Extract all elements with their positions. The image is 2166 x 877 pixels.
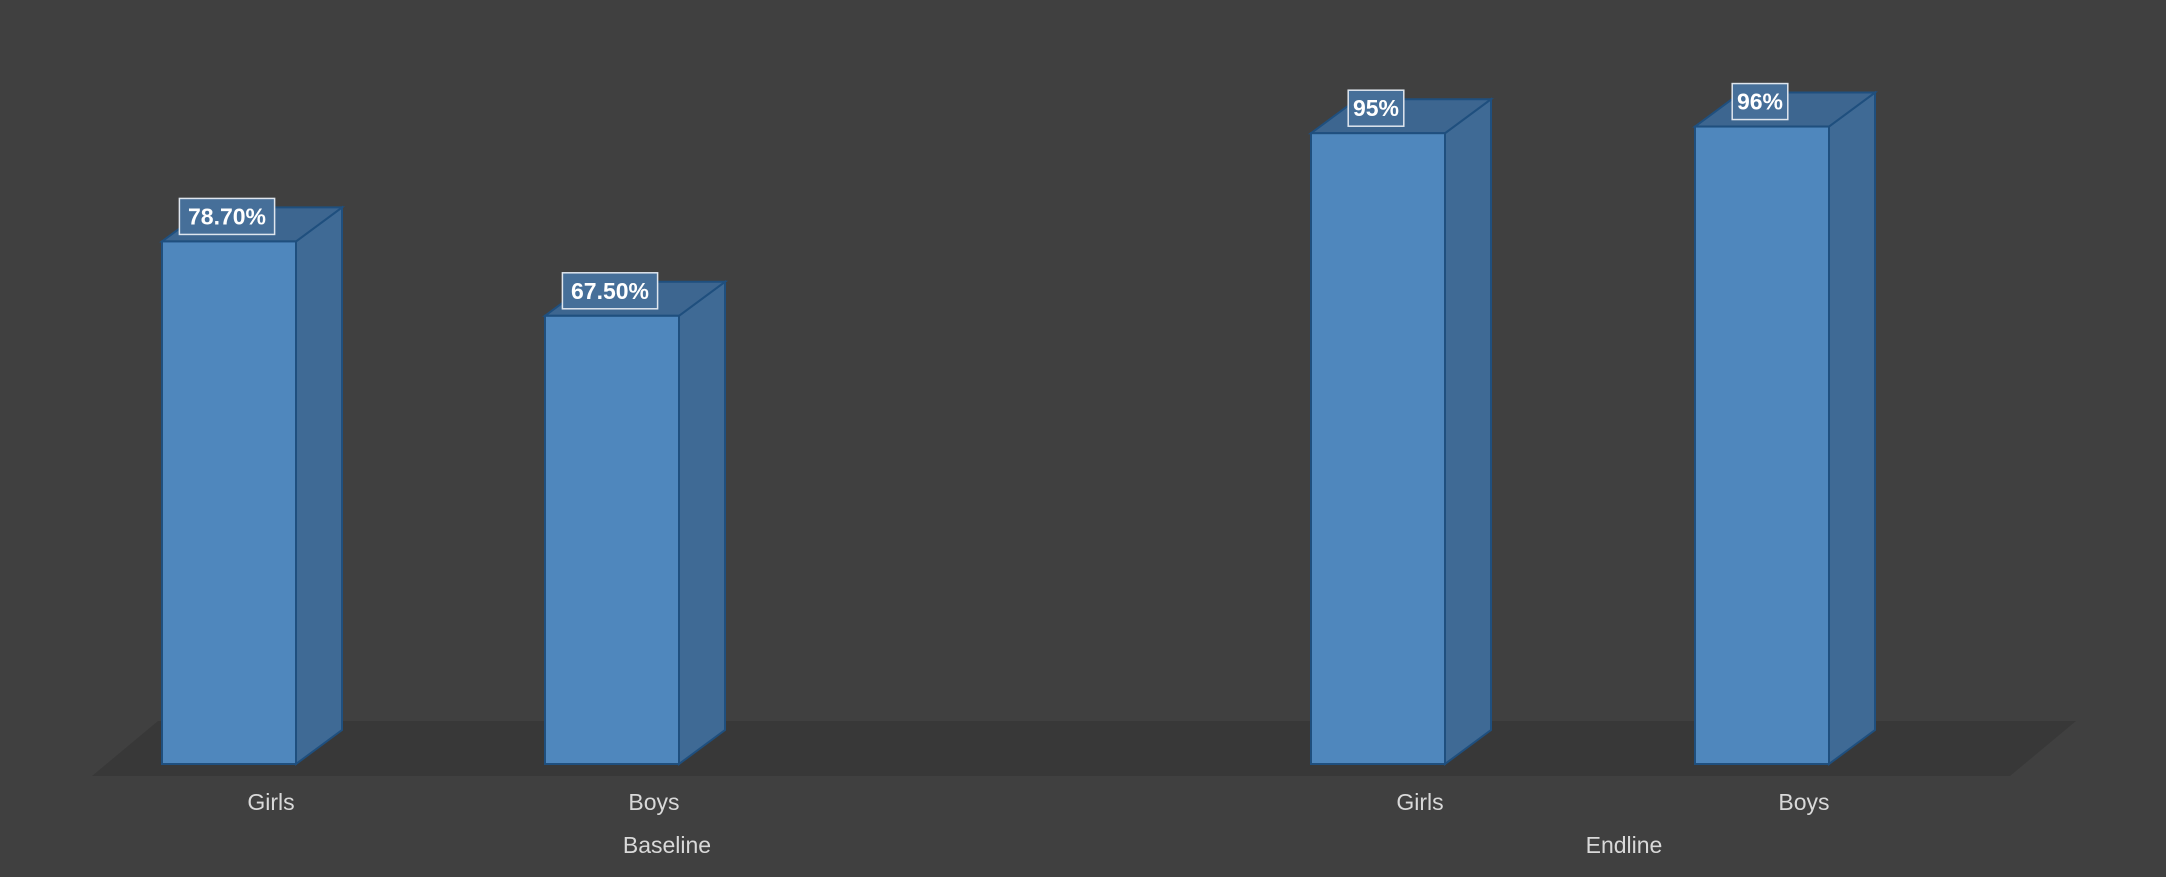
bar-front-face <box>1310 132 1446 765</box>
data-label-box <box>178 197 276 236</box>
data-label-endline-girls: 95% <box>1347 89 1405 127</box>
bar-endline-girls <box>1307 97 1495 766</box>
bar-side-face <box>678 279 726 766</box>
data-label-text: 67.50% <box>571 278 649 304</box>
bar-baseline-girls <box>158 205 346 766</box>
bar-front-face <box>544 314 680 765</box>
category-label-baseline-girls: Girls <box>247 789 294 815</box>
category-label-endline-boys: Boys <box>1778 789 1829 815</box>
bar-front-face <box>161 240 297 765</box>
axis-labels-layer: Girls Boys Baseline Girls Boys Endline <box>247 789 1829 858</box>
group-label-baseline: Baseline <box>623 832 711 858</box>
bar-side-face <box>1828 90 1876 766</box>
group-label-endline: Endline <box>1586 832 1663 858</box>
bars-layer: 78.70% 67.50% 95% 96% <box>158 82 1879 766</box>
bar-baseline-boys <box>541 279 729 766</box>
data-label-baseline-girls: 78.70% <box>178 197 276 236</box>
data-label-text: 78.70% <box>188 203 266 229</box>
bar-front-face <box>1694 125 1830 765</box>
bar-side-face <box>295 205 343 766</box>
category-label-baseline-boys: Boys <box>628 789 679 815</box>
data-label-endline-boys: 96% <box>1731 82 1789 121</box>
data-label-box <box>561 272 659 310</box>
data-label-text: 96% <box>1737 89 1783 115</box>
data-label-box <box>1347 89 1405 127</box>
data-label-box <box>1731 82 1789 121</box>
data-label-text: 95% <box>1353 95 1399 121</box>
bar-side-face <box>1444 97 1492 766</box>
category-label-endline-girls: Girls <box>1396 789 1443 815</box>
data-label-baseline-boys: 67.50% <box>561 272 659 310</box>
bar-endline-boys <box>1691 90 1879 766</box>
